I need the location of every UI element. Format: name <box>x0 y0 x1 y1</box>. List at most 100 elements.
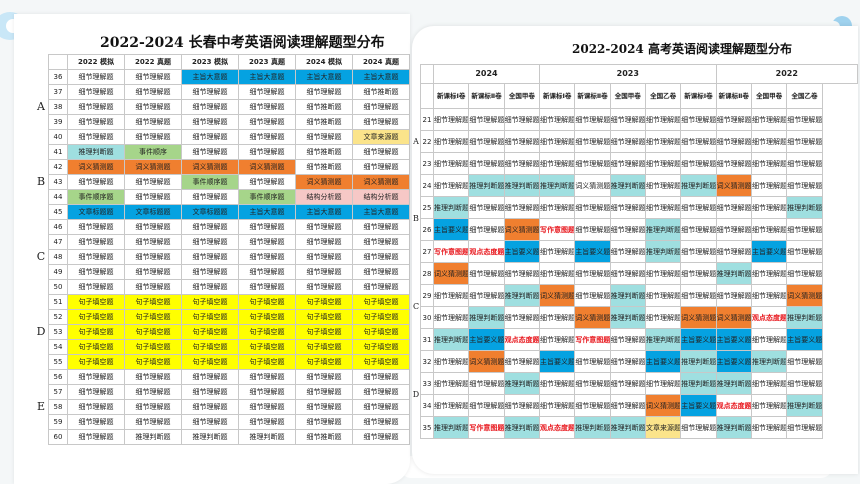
question-type-cell: 细节理解题 <box>238 84 296 100</box>
question-type-cell: 主旨要义题 <box>680 394 717 417</box>
column-header: 全国乙卷 <box>786 83 823 109</box>
question-type-cell: 细节理解题 <box>295 84 353 100</box>
question-type-cell: 细节理解题 <box>468 394 505 417</box>
question-type-cell: 细节理解题 <box>609 240 646 263</box>
question-type-cell: 推理判断题 <box>750 350 788 373</box>
question-number: 55 <box>48 354 68 370</box>
table-row: 29 细节理解题 细节理解题 推理判断题 词义猜测题 细节理解题 推理判断题 细节理解题 细节理… <box>412 284 858 307</box>
question-type-cell: 细节理解题 <box>644 152 682 175</box>
question-type-cell: 观点态度题 <box>468 240 505 263</box>
question-type-cell: 句子填空题 <box>67 354 125 370</box>
question-type-cell: 细节理解题 <box>680 196 717 219</box>
question-type-cell: 细节理解题 <box>609 196 646 219</box>
question-type-cell: 细节理解题 <box>432 284 470 307</box>
question-type-cell: 细节推断题 <box>295 429 353 445</box>
question-number: 27 <box>420 240 434 263</box>
question-type-cell: 细节理解题 <box>352 144 410 160</box>
question-type-cell: 细节理解题 <box>238 264 296 280</box>
question-type-cell: 细节理解题 <box>574 218 611 241</box>
question-type-cell: 细节理解题 <box>181 414 239 430</box>
question-type-cell: 细节理解题 <box>295 129 353 145</box>
question-type-cell: 细节理解题 <box>181 129 239 145</box>
question-type-cell: 事件顺序题 <box>67 189 125 205</box>
question-type-cell: 细节理解题 <box>124 99 182 115</box>
question-type-cell: 细节理解题 <box>503 262 540 285</box>
question-type-cell: 主旨要义题 <box>468 328 505 351</box>
question-type-cell: 细节理解题 <box>295 234 353 250</box>
question-type-cell: 句子填空题 <box>124 354 182 370</box>
left-sheet-title: 2022-2024 长春中考英语阅读理解题型分布 <box>100 35 385 51</box>
question-type-cell: 事件顺序题 <box>181 174 239 190</box>
question-number: 35 <box>420 416 434 439</box>
question-type-cell: 细节理解题 <box>468 262 505 285</box>
question-number: 51 <box>48 294 68 310</box>
question-type-cell: 主旨大意题 <box>181 69 239 85</box>
question-type-cell: 细节理解题 <box>238 279 296 295</box>
corner-cell <box>420 64 434 84</box>
question-type-cell: 推理判断题 <box>432 328 470 351</box>
question-type-cell: 细节理解题 <box>67 384 125 400</box>
question-type-cell: 句子填空题 <box>352 354 410 370</box>
question-type-cell: 细节理解题 <box>352 384 410 400</box>
corner-cell <box>34 55 49 70</box>
table-row: D 32 细节理解题 词义猜测题 细节理解题 主旨要义题 细节理解题 细节理解题 主旨要义题 推理… <box>412 350 858 399</box>
question-number: 44 <box>48 189 68 205</box>
column-header: 全国甲卷 <box>750 83 788 109</box>
question-type-cell: 主旨大意题 <box>352 69 410 85</box>
question-type-cell: 细节理解题 <box>181 144 239 160</box>
question-type-cell: 细节理解题 <box>750 328 788 351</box>
question-type-cell: 细节理解题 <box>503 108 540 131</box>
question-type-cell: 细节理解题 <box>181 279 239 295</box>
question-type-cell: 句子填空题 <box>181 324 239 340</box>
question-type-cell: 细节理解题 <box>181 219 239 235</box>
question-type-cell: 细节理解题 <box>574 372 611 395</box>
question-type-cell: 词义猜测题 <box>786 284 823 307</box>
question-type-cell: 细节理解题 <box>644 108 682 131</box>
question-type-cell: 细节理解题 <box>574 394 611 417</box>
question-type-cell: 推理判断题 <box>715 372 752 395</box>
question-type-cell: 细节理解题 <box>468 218 505 241</box>
question-type-cell: 细节理解题 <box>295 249 353 265</box>
question-type-cell: 细节理解题 <box>574 152 611 175</box>
question-type-cell: 主旨要义题 <box>715 328 752 351</box>
question-type-cell: 细节理解题 <box>644 284 682 307</box>
question-number: 60 <box>48 429 68 445</box>
question-type-cell: 细节理解题 <box>432 108 470 131</box>
table-row: 22 细节理解题 细节理解题 细节理解题 细节理解题 细节理解题 细节理解题 细节理解题 细节理… <box>412 130 858 153</box>
column-header: 新课标Ⅰ卷 <box>538 83 576 109</box>
question-type-cell: 句子填空题 <box>295 324 353 340</box>
question-type-cell: 句子填空题 <box>124 309 182 325</box>
question-type-cell: 细节理解题 <box>574 284 611 307</box>
question-number: 39 <box>48 114 68 130</box>
question-type-cell: 细节理解题 <box>67 84 125 100</box>
year-header: 2024 <box>433 64 540 84</box>
table-row: 33 细节理解题 细节理解题 推理判断题 细节理解题 细节理解题 细节理解题 细节理解题 推理判… <box>412 372 858 395</box>
question-type-cell: 词义猜测题 <box>181 159 239 175</box>
question-type-cell: 细节理解题 <box>352 219 410 235</box>
table-row: 35 推理判断题 写作意图题 推理判断题 观点态度题 推理判断题 推理判断题 文章来源题 细节理… <box>412 416 858 439</box>
question-type-cell: 主旨要义题 <box>574 240 611 263</box>
column-header: 2023 模拟 <box>181 54 239 70</box>
question-number: 47 <box>48 234 68 250</box>
question-type-cell: 细节理解题 <box>468 372 505 395</box>
question-type-cell: 写作意图题 <box>574 328 611 351</box>
question-type-cell: 词义猜测题 <box>352 174 410 190</box>
question-type-cell: 句子填空题 <box>181 294 239 310</box>
question-type-cell: 主旨大意题 <box>238 204 296 220</box>
question-type-cell: 细节理解题 <box>124 414 182 430</box>
question-type-cell: 细节理解题 <box>295 279 353 295</box>
question-type-cell: 细节理解题 <box>295 369 353 385</box>
question-type-cell: 句子填空题 <box>67 294 125 310</box>
question-type-cell: 细节理解题 <box>786 416 823 439</box>
section-label: B <box>36 175 46 188</box>
question-number: 56 <box>48 369 68 385</box>
gaokao-exam-sheet: 2022-2024 高考英语阅读理解题型分布 2024 2023 2022 新课标Ⅰ卷… <box>412 26 858 474</box>
question-type-cell: 细节理解题 <box>786 372 823 395</box>
question-type-cell: 细节理解题 <box>750 130 788 153</box>
table-row: A 36 细节理解题 细节理解题 主旨大意题 主旨大意题 主旨大意题 主旨大意题 <box>34 69 410 113</box>
question-type-cell: 细节理解题 <box>786 218 823 241</box>
question-type-cell: 细节理解题 <box>352 264 410 280</box>
question-type-cell: 细节理解题 <box>432 130 470 153</box>
table-row: 54 句子填空题 句子填空题 句子填空题 句子填空题 句子填空题 句子填空题 <box>34 339 410 355</box>
question-type-cell: 细节理解题 <box>750 108 788 131</box>
